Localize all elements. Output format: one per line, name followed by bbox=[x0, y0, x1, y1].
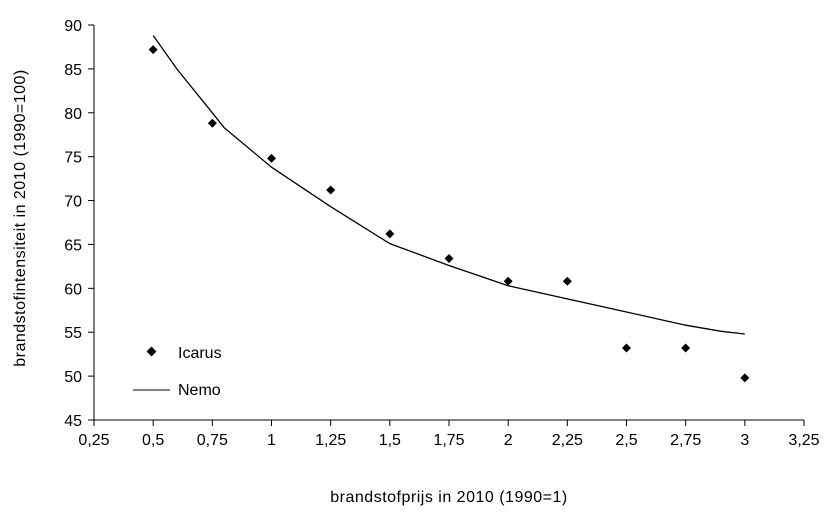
x-tick-label: 0,25 bbox=[78, 432, 109, 449]
y-tick-label: 65 bbox=[64, 237, 82, 254]
x-axis-label: brandstofprijs in 2010 (1990=1) bbox=[330, 489, 567, 506]
data-point-icarus bbox=[562, 276, 572, 286]
data-point-icarus bbox=[148, 45, 158, 55]
legend-label-icarus: Icarus bbox=[178, 345, 222, 362]
y-tick-label: 90 bbox=[64, 18, 82, 35]
legend-marker-icarus bbox=[146, 346, 157, 357]
y-axis-label: brandstofintensiteit in 2010 (1990=100) bbox=[12, 69, 29, 366]
series-line-nemo bbox=[152, 35, 745, 335]
y-tick-label: 75 bbox=[64, 150, 82, 167]
x-tick-label: 2,5 bbox=[615, 432, 637, 449]
x-tick-label: 0,5 bbox=[142, 432, 164, 449]
data-point-icarus bbox=[622, 343, 631, 353]
y-tick-label: 45 bbox=[64, 413, 82, 430]
data-point-icarus bbox=[207, 118, 217, 128]
x-tick-label: 1,5 bbox=[379, 432, 401, 449]
x-tick-label: 3 bbox=[740, 432, 749, 449]
x-tick-label: 1,75 bbox=[433, 432, 464, 449]
data-point-icarus bbox=[267, 153, 276, 163]
plot-area bbox=[148, 35, 750, 383]
x-tick-label: 2 bbox=[504, 432, 513, 449]
data-point-icarus bbox=[740, 373, 750, 383]
x-tick-label: 1,25 bbox=[315, 432, 346, 449]
x-tick-label: 2,25 bbox=[552, 432, 583, 449]
x-tick-label: 2,75 bbox=[670, 432, 701, 449]
y-tick-label: 85 bbox=[64, 62, 82, 79]
x-tick-label: 3,25 bbox=[788, 432, 819, 449]
y-tick-label: 55 bbox=[64, 325, 82, 342]
data-point-icarus bbox=[385, 229, 395, 239]
legend: Icarus Nemo bbox=[133, 345, 222, 399]
y-tick-label: 60 bbox=[64, 281, 82, 298]
y-axis-ticks: 45 50 55 60 65 70 75 80 85 90 bbox=[64, 18, 94, 430]
y-tick-label: 70 bbox=[64, 194, 82, 211]
data-point-icarus bbox=[503, 276, 513, 286]
x-tick-label: 0,75 bbox=[197, 432, 228, 449]
data-point-icarus bbox=[681, 343, 691, 353]
legend-label-nemo: Nemo bbox=[178, 382, 221, 399]
y-tick-label: 80 bbox=[64, 106, 82, 123]
x-tick-label: 1 bbox=[267, 432, 276, 449]
data-point-icarus bbox=[444, 253, 454, 263]
data-point-icarus bbox=[326, 185, 336, 195]
x-axis-ticks: 0,25 0,5 0,75 1 1,25 1,5 1,75 2 2,25 2,5 2,75 3 3,25 bbox=[78, 420, 820, 449]
y-tick-label: 50 bbox=[64, 369, 82, 386]
